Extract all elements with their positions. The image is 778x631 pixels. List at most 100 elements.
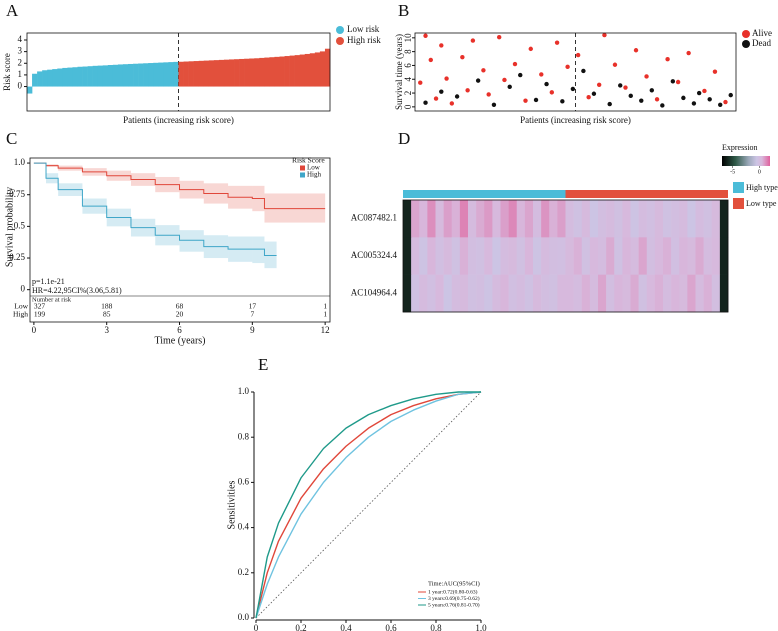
survival-curve bbox=[33, 162, 326, 210]
point bbox=[481, 68, 486, 73]
heatmap-cell bbox=[508, 200, 518, 238]
point bbox=[575, 52, 581, 58]
y-tick-label: 0.6 bbox=[238, 476, 250, 486]
survival-curve bbox=[33, 162, 277, 256]
bar bbox=[294, 55, 300, 87]
point bbox=[486, 92, 491, 97]
heatmap-cell bbox=[516, 200, 526, 238]
bar bbox=[274, 56, 280, 87]
color-scale-title: Expression bbox=[722, 143, 758, 152]
point bbox=[644, 74, 649, 79]
bar bbox=[173, 61, 179, 87]
legend-title: Risk Score bbox=[292, 156, 325, 165]
point bbox=[454, 94, 460, 99]
point bbox=[512, 61, 518, 67]
heatmap-cell bbox=[435, 237, 444, 275]
heatmap-cell bbox=[663, 237, 672, 275]
bar bbox=[72, 67, 78, 87]
bar bbox=[52, 69, 58, 87]
heatmap-cell bbox=[443, 200, 453, 238]
point bbox=[723, 99, 728, 105]
heatmap-cell bbox=[443, 237, 453, 275]
plot-frame bbox=[414, 32, 737, 112]
bar bbox=[32, 73, 38, 87]
y-tick-label: 4 bbox=[18, 34, 23, 44]
point bbox=[581, 68, 586, 74]
point bbox=[623, 85, 628, 90]
y-axis-label: Survival probability bbox=[4, 187, 15, 267]
point bbox=[533, 97, 539, 103]
heatmap-cell bbox=[403, 200, 412, 238]
risk-count: 1 bbox=[323, 302, 327, 311]
heatmap-cell bbox=[500, 237, 509, 275]
point bbox=[423, 100, 428, 105]
point bbox=[523, 98, 528, 103]
point bbox=[718, 102, 723, 107]
point bbox=[691, 101, 697, 106]
heatmap-cell bbox=[533, 274, 542, 313]
legend-marker bbox=[336, 37, 344, 45]
bar bbox=[112, 64, 119, 87]
panel-label: B bbox=[398, 1, 409, 20]
bar bbox=[77, 66, 83, 87]
point bbox=[544, 81, 549, 87]
bar bbox=[299, 54, 306, 87]
point bbox=[596, 82, 602, 87]
heatmap-cell bbox=[492, 237, 501, 275]
heatmap-cell bbox=[695, 200, 704, 238]
heatmap-cell bbox=[581, 237, 591, 275]
heatmap-cell bbox=[492, 200, 501, 238]
legend-marker bbox=[742, 30, 750, 38]
bar bbox=[178, 61, 184, 87]
legend-label: High type bbox=[746, 183, 778, 192]
point bbox=[423, 33, 428, 38]
y-tick-label: 0.8 bbox=[238, 431, 250, 441]
heatmap-cell bbox=[679, 200, 688, 238]
heatmap-cell bbox=[630, 274, 639, 313]
heatmap-cell bbox=[484, 237, 493, 275]
heatmap-cell bbox=[468, 274, 477, 313]
heatmap-cell bbox=[459, 237, 469, 275]
heatmap-cell bbox=[606, 274, 615, 313]
y-axis-label: Sensitivities bbox=[226, 480, 237, 529]
bar bbox=[128, 63, 134, 87]
x-tick-label: 3 bbox=[104, 325, 109, 335]
heatmap-cell bbox=[427, 200, 436, 238]
heatmap-cell bbox=[687, 200, 696, 238]
heatmap-cell bbox=[435, 274, 444, 313]
heatmap-cell bbox=[459, 274, 469, 313]
heatmap-cell bbox=[719, 237, 729, 275]
bar bbox=[102, 65, 109, 87]
heatmap-cell bbox=[687, 237, 696, 275]
bar bbox=[183, 61, 189, 87]
y-tick-label: 3 bbox=[18, 46, 23, 56]
heatmap-cell bbox=[630, 237, 639, 275]
x-tick-label: 12 bbox=[321, 325, 330, 335]
color-scale bbox=[722, 156, 770, 166]
heatmap-cell bbox=[663, 274, 672, 313]
annotation: HR=4.22,95CI%(3.06,5.81) bbox=[32, 286, 122, 295]
bar bbox=[264, 57, 270, 87]
heatmap-cell bbox=[484, 274, 493, 313]
heatmap-cell bbox=[533, 237, 542, 275]
heatmap-cell bbox=[484, 200, 493, 238]
bar bbox=[143, 63, 149, 87]
y-tick-label: 0.25 bbox=[9, 252, 25, 262]
bar bbox=[193, 61, 199, 87]
heatmap-cell bbox=[589, 200, 599, 238]
y-tick-label: 0 bbox=[21, 284, 26, 294]
bar bbox=[309, 53, 316, 87]
annotation: p=1.1e-21 bbox=[32, 277, 65, 286]
point bbox=[612, 62, 618, 67]
heatmap-cell bbox=[476, 200, 485, 238]
legend-label: Alive bbox=[752, 28, 772, 38]
point bbox=[707, 97, 712, 102]
group-annotation bbox=[565, 190, 728, 198]
bar bbox=[284, 56, 290, 87]
heatmap-cell bbox=[565, 274, 574, 313]
x-axis-label: Time (years) bbox=[154, 335, 205, 346]
heatmap-cell bbox=[687, 274, 696, 313]
y-tick-label: 0 bbox=[18, 81, 23, 91]
y-tick-label: 8 bbox=[403, 49, 413, 54]
point bbox=[633, 48, 639, 53]
